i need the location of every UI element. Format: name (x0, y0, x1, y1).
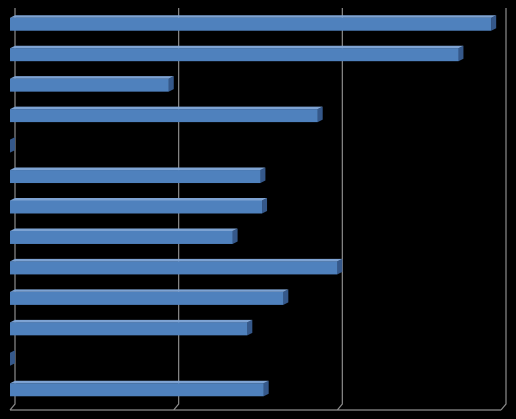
bar (10, 106, 323, 123)
bar (10, 167, 266, 184)
bar (10, 319, 253, 336)
bar-side-face (10, 137, 15, 153)
bar-front-face (10, 17, 492, 31)
bar-front-face (10, 200, 263, 214)
bar-front-face (10, 291, 284, 305)
bar (10, 350, 15, 366)
gridline (173, 8, 180, 411)
bar-front-face (10, 230, 233, 244)
bar-top-face (10, 228, 238, 231)
bar (10, 137, 15, 153)
bar-top-face (10, 76, 174, 79)
bar-side-face (458, 45, 464, 62)
bar-top-face (10, 45, 464, 49)
bar-side-face (491, 15, 497, 31)
bar-top-face (10, 167, 266, 171)
bars (10, 15, 497, 397)
bar-side-face (168, 76, 174, 92)
bar-front-face (10, 383, 264, 397)
bar-top-face (10, 380, 269, 384)
bar-front-face (10, 322, 248, 336)
bar (10, 228, 238, 244)
bar (10, 289, 289, 305)
gridline (500, 8, 507, 411)
bar-side-face (260, 167, 266, 184)
gridline (336, 8, 343, 411)
bar-top-face (10, 319, 253, 323)
bar (10, 45, 464, 62)
bar-front-face (10, 261, 338, 275)
bar (10, 380, 269, 397)
bar-side-face (337, 258, 343, 275)
bar (10, 76, 174, 92)
bar-front-face (10, 48, 459, 62)
bar-front-face (10, 170, 261, 184)
bar-top-face (10, 258, 343, 262)
bar-front-face (10, 109, 318, 123)
bar-side-face (262, 198, 268, 214)
bar-front-face (10, 78, 169, 92)
bar-side-face (247, 319, 253, 336)
bar-side-face (263, 380, 269, 397)
bar (10, 198, 268, 214)
bar-side-face (317, 106, 323, 123)
bar-side-face (232, 228, 238, 244)
gridlines (9, 8, 507, 411)
bar (10, 15, 497, 31)
bar-top-face (10, 289, 289, 292)
bar-side-face (283, 289, 289, 305)
bar-top-face (10, 106, 323, 110)
bar-top-face (10, 198, 268, 201)
bar (10, 258, 343, 275)
bar-top-face (10, 15, 497, 18)
bar-side-face (10, 350, 15, 366)
